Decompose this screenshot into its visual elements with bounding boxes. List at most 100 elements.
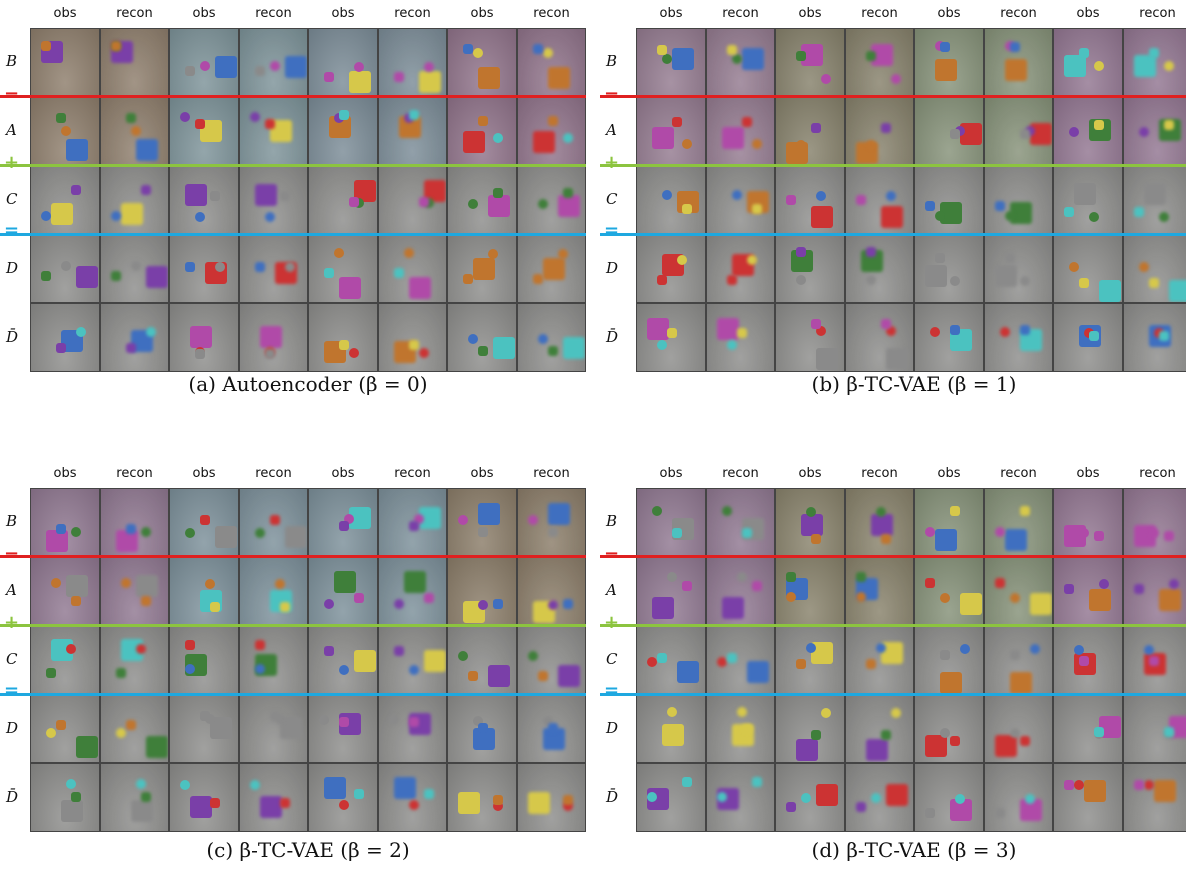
object xyxy=(742,528,752,538)
object xyxy=(667,328,677,338)
object xyxy=(1139,127,1149,137)
image-cell xyxy=(1123,694,1186,763)
image-cell xyxy=(984,557,1054,626)
object xyxy=(1079,656,1089,666)
image-cell xyxy=(169,166,239,235)
column-header: recon xyxy=(239,466,309,481)
image-cell xyxy=(308,166,378,235)
object xyxy=(995,808,1005,818)
object xyxy=(419,197,429,207)
object xyxy=(1164,727,1174,737)
object xyxy=(275,579,285,589)
operator: = xyxy=(604,222,619,240)
object xyxy=(131,126,141,136)
object xyxy=(394,777,416,799)
object xyxy=(339,277,361,299)
image-cell xyxy=(239,488,309,557)
object xyxy=(46,668,56,678)
object xyxy=(409,340,419,350)
object xyxy=(1005,529,1027,551)
image-cell xyxy=(517,28,587,97)
object xyxy=(1099,280,1121,302)
object xyxy=(881,123,891,133)
object xyxy=(752,777,762,787)
object xyxy=(185,184,207,206)
image-cell xyxy=(100,234,170,303)
object xyxy=(1094,727,1104,737)
object xyxy=(409,110,419,120)
image-cell xyxy=(169,626,239,695)
image-cell xyxy=(517,166,587,235)
object xyxy=(752,581,762,591)
object xyxy=(886,191,896,201)
image-cell xyxy=(914,763,984,832)
object xyxy=(51,578,61,588)
image-cell xyxy=(845,488,915,557)
image-cell xyxy=(308,488,378,557)
object xyxy=(682,204,692,214)
separator-line xyxy=(0,233,586,236)
object xyxy=(478,503,500,525)
image-cell xyxy=(517,303,587,372)
operator: + xyxy=(4,154,19,172)
object xyxy=(667,572,677,582)
image-cell xyxy=(517,488,587,557)
object xyxy=(66,575,88,597)
object xyxy=(339,800,349,810)
object xyxy=(548,346,558,356)
separator-line xyxy=(0,95,586,98)
image-cell xyxy=(239,234,309,303)
image-cell xyxy=(775,488,845,557)
object xyxy=(255,640,265,650)
object xyxy=(409,521,419,531)
object xyxy=(121,578,131,588)
separator-line xyxy=(0,555,586,558)
image-cell xyxy=(706,166,776,235)
object xyxy=(141,185,151,195)
object xyxy=(881,730,891,740)
image-cell xyxy=(775,166,845,235)
image-cell xyxy=(984,97,1054,166)
object xyxy=(811,534,821,544)
object xyxy=(419,348,429,358)
image-cell xyxy=(447,626,517,695)
object xyxy=(935,211,945,221)
object xyxy=(141,527,151,537)
column-header: obs xyxy=(308,466,378,481)
row-label: D xyxy=(6,259,18,277)
image-cell xyxy=(308,234,378,303)
object xyxy=(821,74,831,84)
object xyxy=(1064,55,1086,77)
object xyxy=(394,268,404,278)
image-cell xyxy=(100,28,170,97)
operator: − xyxy=(604,85,619,103)
object xyxy=(866,659,876,669)
object xyxy=(389,715,399,725)
image-cell xyxy=(775,303,845,372)
object xyxy=(1164,61,1174,71)
object xyxy=(354,62,364,72)
object xyxy=(339,110,349,120)
image-cell xyxy=(845,303,915,372)
image-cell xyxy=(706,234,776,303)
object xyxy=(180,780,190,790)
object xyxy=(319,715,329,725)
object xyxy=(940,650,950,660)
image-cell xyxy=(447,488,517,557)
row-label: D xyxy=(6,719,18,737)
object xyxy=(801,514,823,536)
object xyxy=(1074,780,1084,790)
object xyxy=(528,651,538,661)
object xyxy=(210,191,220,201)
object xyxy=(806,643,816,653)
object xyxy=(409,717,419,727)
object xyxy=(657,653,667,663)
image-cell xyxy=(636,626,706,695)
object xyxy=(1149,528,1159,538)
object xyxy=(1169,579,1179,589)
object xyxy=(717,792,727,802)
object xyxy=(146,736,168,758)
object xyxy=(255,664,265,674)
object xyxy=(866,739,888,761)
image-cell xyxy=(775,694,845,763)
